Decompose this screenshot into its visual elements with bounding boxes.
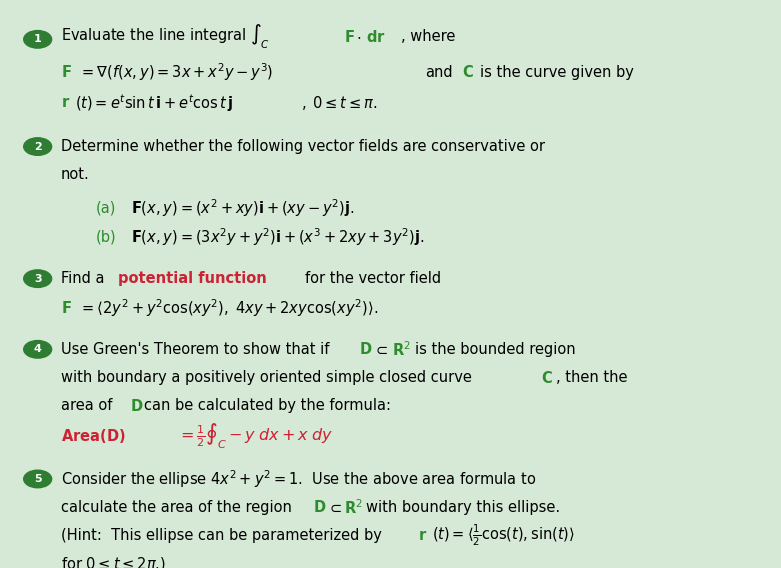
- Text: $\mathbf{R}^2$: $\mathbf{R}^2$: [392, 340, 411, 358]
- Circle shape: [23, 341, 52, 358]
- Circle shape: [23, 138, 52, 155]
- Text: not.: not.: [61, 168, 90, 182]
- Circle shape: [23, 31, 52, 48]
- Text: $\subset$: $\subset$: [373, 342, 389, 357]
- Text: $\mathbf{dr}$: $\mathbf{dr}$: [366, 29, 385, 45]
- Text: potential function: potential function: [118, 271, 266, 286]
- Text: (Hint:  This ellipse can be parameterized by: (Hint: This ellipse can be parameterized…: [61, 528, 382, 543]
- Text: Use Green's Theorem to show that if: Use Green's Theorem to show that if: [61, 342, 330, 357]
- Text: $(t) = \langle \frac{1}{2}\cos(t), \sin(t)\rangle$: $(t) = \langle \frac{1}{2}\cos(t), \sin(…: [432, 523, 575, 548]
- Text: 4: 4: [34, 344, 41, 354]
- Text: with boundary a positively oriented simple closed curve: with boundary a positively oriented simp…: [61, 370, 472, 385]
- Text: calculate the area of the region: calculate the area of the region: [61, 500, 292, 515]
- Text: $\mathbf{F}$: $\mathbf{F}$: [344, 29, 355, 45]
- Text: can be calculated by the formula:: can be calculated by the formula:: [144, 398, 391, 414]
- Circle shape: [23, 470, 52, 488]
- Text: $\mathbf{F}(x, y) = (x^2 + xy)\mathbf{i} + (xy - y^2)\mathbf{j}.$: $\mathbf{F}(x, y) = (x^2 + xy)\mathbf{i}…: [130, 197, 354, 219]
- Text: 2: 2: [34, 141, 41, 152]
- Text: is the bounded region: is the bounded region: [415, 342, 576, 357]
- Text: $\mathbf{D}$: $\mathbf{D}$: [359, 341, 373, 357]
- Text: $\mathbf{F}$: $\mathbf{F}$: [61, 300, 72, 316]
- Text: $\mathbf{D}$: $\mathbf{D}$: [313, 499, 326, 515]
- Text: , then the: , then the: [555, 370, 627, 385]
- Text: $\mathbf{C}$: $\mathbf{C}$: [541, 370, 553, 386]
- Text: Consider the ellipse $4x^2 + y^2 = 1$.  Use the above area formula to: Consider the ellipse $4x^2 + y^2 = 1$. U…: [61, 468, 537, 490]
- Text: with boundary this ellipse.: with boundary this ellipse.: [366, 500, 560, 515]
- Text: is the curve given by: is the curve given by: [480, 65, 633, 80]
- Text: $= \frac{1}{2} \oint_C -y\;dx + x\;dy$: $= \frac{1}{2} \oint_C -y\;dx + x\;dy$: [177, 421, 333, 451]
- Text: $\mathbf{r}$: $\mathbf{r}$: [61, 95, 70, 110]
- Text: $= \langle 2y^2 + y^2\cos(xy^2),\; 4xy + 2xy\cos(xy^2)\rangle.$: $= \langle 2y^2 + y^2\cos(xy^2),\; 4xy +…: [79, 297, 378, 319]
- Text: $\mathbf{Area(D)}$: $\mathbf{Area(D)}$: [61, 427, 126, 445]
- Text: , where: , where: [401, 30, 455, 44]
- Text: $\cdot$: $\cdot$: [355, 30, 361, 44]
- Text: 1: 1: [34, 34, 41, 44]
- FancyBboxPatch shape: [0, 0, 781, 495]
- Text: 5: 5: [34, 474, 41, 484]
- Text: $\mathbf{C}$: $\mathbf{C}$: [462, 65, 473, 81]
- Text: for the vector field: for the vector field: [305, 271, 441, 286]
- Text: $\subset$: $\subset$: [327, 500, 343, 515]
- Text: $\mathbf{R}^2$: $\mathbf{R}^2$: [344, 498, 363, 516]
- Text: Determine whether the following vector fields are conservative or: Determine whether the following vector f…: [61, 139, 545, 154]
- Text: Evaluate the line integral $\int_C$: Evaluate the line integral $\int_C$: [61, 23, 269, 51]
- Text: area of: area of: [61, 398, 112, 414]
- Text: $(t) = e^t \sin t\,\mathbf{i} + e^t \cos t\,\mathbf{j}$: $(t) = e^t \sin t\,\mathbf{i} + e^t \cos…: [75, 92, 234, 114]
- Circle shape: [23, 270, 52, 287]
- Text: $\mathbf{F}$: $\mathbf{F}$: [61, 65, 72, 81]
- Text: $\mathbf{D}$: $\mathbf{D}$: [130, 398, 144, 414]
- Text: $\mathbf{r}$: $\mathbf{r}$: [418, 528, 427, 543]
- Text: (a): (a): [96, 201, 116, 215]
- Text: $,\; 0 \leq t \leq \pi.$: $,\; 0 \leq t \leq \pi.$: [301, 94, 378, 112]
- Text: $= \nabla(f(x,y) = 3x + x^2y - y^3)$: $= \nabla(f(x,y) = 3x + x^2y - y^3)$: [79, 61, 273, 83]
- Text: 3: 3: [34, 274, 41, 283]
- Text: Find a: Find a: [61, 271, 105, 286]
- Text: (b): (b): [96, 229, 116, 245]
- Text: $\mathbf{F}(x, y) = (3x^2y + y^2)\mathbf{i} + (x^3 + 2xy + 3y^2)\mathbf{j}.$: $\mathbf{F}(x, y) = (3x^2y + y^2)\mathbf…: [130, 227, 424, 248]
- Text: and: and: [426, 65, 453, 80]
- Text: for $0 \leq t \leq 2\pi$.): for $0 \leq t \leq 2\pi$.): [61, 555, 166, 568]
